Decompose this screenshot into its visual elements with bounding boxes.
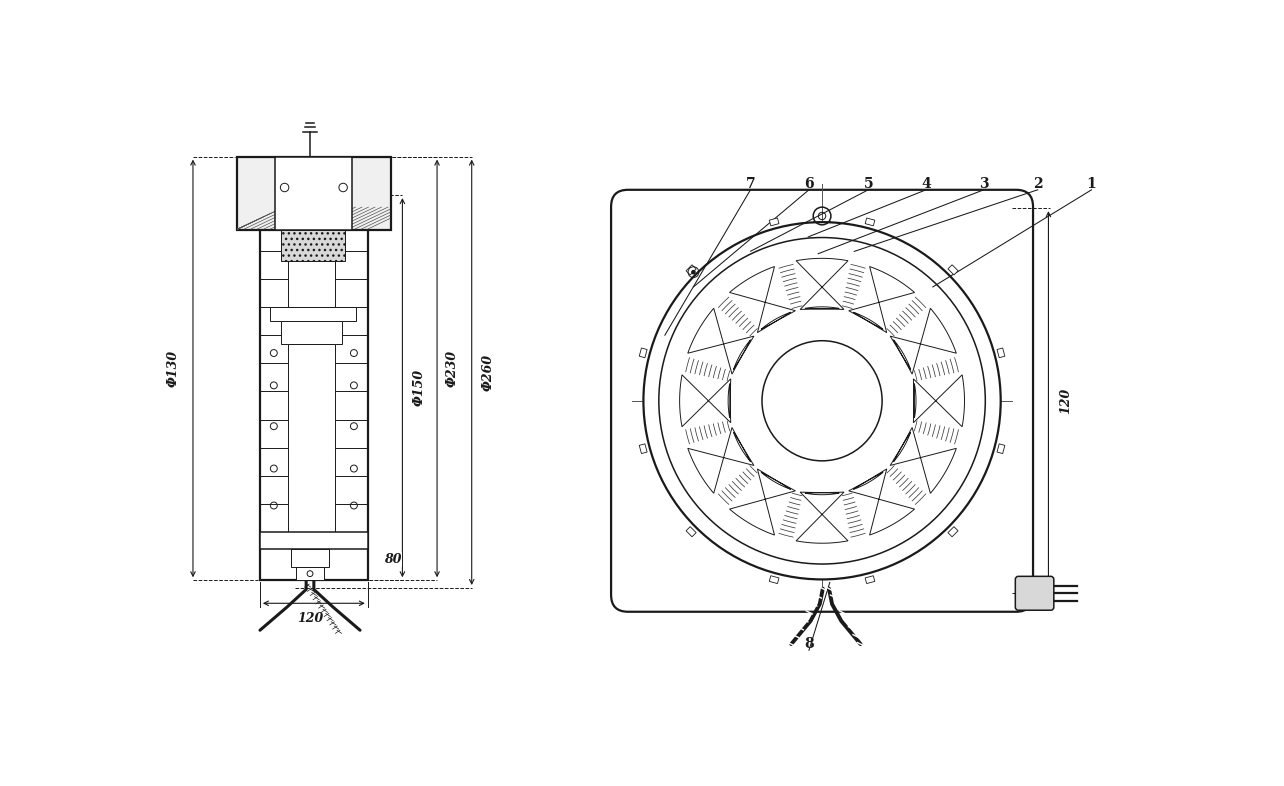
- Text: 70: 70: [302, 262, 318, 275]
- Bar: [270, 307, 356, 321]
- Polygon shape: [849, 469, 914, 535]
- Text: 8: 8: [804, 637, 814, 651]
- Circle shape: [691, 270, 696, 274]
- Text: Φ130: Φ130: [167, 350, 180, 387]
- Bar: [686, 527, 696, 537]
- Bar: [769, 218, 779, 226]
- Text: 4: 4: [921, 177, 931, 191]
- Bar: [297, 567, 324, 580]
- Bar: [948, 527, 958, 537]
- Polygon shape: [796, 259, 847, 310]
- Polygon shape: [849, 266, 914, 332]
- FancyBboxPatch shape: [611, 189, 1034, 612]
- Bar: [281, 230, 344, 261]
- Text: Φ150: Φ150: [413, 369, 426, 406]
- Polygon shape: [688, 308, 754, 374]
- Text: 1: 1: [1086, 177, 1097, 191]
- Bar: [289, 343, 335, 531]
- Text: Φ260: Φ260: [483, 354, 496, 391]
- Text: 7: 7: [746, 177, 755, 191]
- Bar: [259, 531, 367, 549]
- Polygon shape: [729, 469, 795, 535]
- Text: 6: 6: [804, 177, 814, 191]
- Text: 40: 40: [673, 379, 690, 392]
- Bar: [275, 156, 352, 230]
- Text: 80: 80: [384, 553, 401, 566]
- Text: 120: 120: [1059, 387, 1072, 414]
- Bar: [769, 575, 779, 583]
- Bar: [865, 575, 874, 583]
- Bar: [686, 265, 696, 275]
- Circle shape: [761, 340, 882, 461]
- Bar: [865, 218, 874, 226]
- Bar: [639, 348, 647, 358]
- Text: Φ230: Φ230: [446, 350, 458, 387]
- FancyBboxPatch shape: [1016, 576, 1054, 610]
- Bar: [281, 321, 343, 343]
- Circle shape: [643, 222, 1000, 579]
- Circle shape: [659, 237, 985, 564]
- Text: 120: 120: [297, 612, 324, 625]
- Bar: [290, 549, 329, 567]
- Polygon shape: [729, 266, 795, 332]
- Bar: [948, 265, 958, 275]
- Bar: [236, 156, 390, 230]
- Bar: [996, 348, 1005, 358]
- Text: 3: 3: [978, 177, 989, 191]
- Polygon shape: [688, 428, 754, 494]
- Bar: [996, 444, 1005, 454]
- Text: 5: 5: [863, 177, 873, 191]
- Bar: [259, 195, 367, 580]
- Polygon shape: [913, 375, 964, 427]
- Text: 2: 2: [1032, 177, 1043, 191]
- Bar: [639, 444, 647, 454]
- Polygon shape: [890, 428, 957, 494]
- Polygon shape: [890, 308, 957, 374]
- Polygon shape: [796, 492, 847, 543]
- Polygon shape: [679, 375, 731, 427]
- Bar: [289, 261, 335, 307]
